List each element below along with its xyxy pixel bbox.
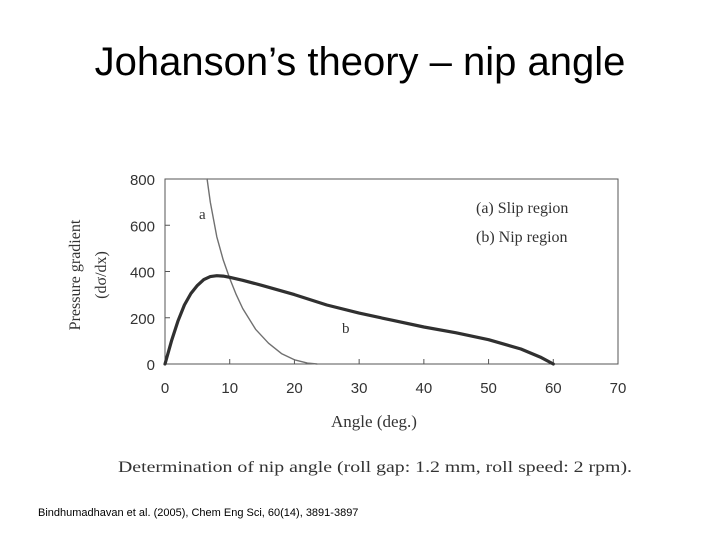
y-axis-label: Pressure gradient bbox=[67, 219, 84, 330]
series-line-a bbox=[206, 178, 318, 365]
chart-axes: 0 10 20 30 40 50 60 70 0 200 400 600 800 bbox=[130, 172, 626, 397]
series-label-b: b bbox=[342, 321, 350, 337]
x-tick-label: 10 bbox=[221, 380, 238, 397]
citation: Bindhumadhavan et al. (2005), Chem Eng S… bbox=[38, 507, 359, 519]
x-tick-label: 70 bbox=[610, 380, 627, 397]
legend-entry-slip-region: (a) Slip region bbox=[476, 200, 568, 217]
x-tick-label: 30 bbox=[351, 380, 368, 397]
x-tick-label: 0 bbox=[161, 380, 169, 397]
y-tick-label: 200 bbox=[130, 311, 155, 328]
chart-labels: Pressure gradient (dσ/dx) Angle (deg.) (… bbox=[67, 200, 632, 476]
slide-title: Johanson’s theory – nip angle bbox=[94, 40, 626, 84]
x-tick-label: 40 bbox=[416, 380, 433, 397]
series-line-b bbox=[163, 274, 555, 366]
x-tick-label: 20 bbox=[286, 380, 303, 397]
x-tick-label: 60 bbox=[545, 380, 562, 397]
series-label-a: a bbox=[199, 207, 206, 223]
x-axis-label: Angle (deg.) bbox=[331, 412, 417, 431]
chart-series bbox=[163, 178, 555, 366]
y-tick-label: 800 bbox=[130, 172, 155, 189]
legend-entry-nip-region: (b) Nip region bbox=[476, 229, 568, 246]
y-tick-label: 600 bbox=[130, 218, 155, 235]
y-axis-label-expression: (dσ/dx) bbox=[93, 251, 110, 299]
x-tick-label: 50 bbox=[480, 380, 497, 397]
chart-caption: Determination of nip angle (roll gap: 1.… bbox=[118, 459, 632, 476]
y-tick-label: 0 bbox=[147, 357, 155, 374]
y-tick-label: 400 bbox=[130, 265, 155, 282]
